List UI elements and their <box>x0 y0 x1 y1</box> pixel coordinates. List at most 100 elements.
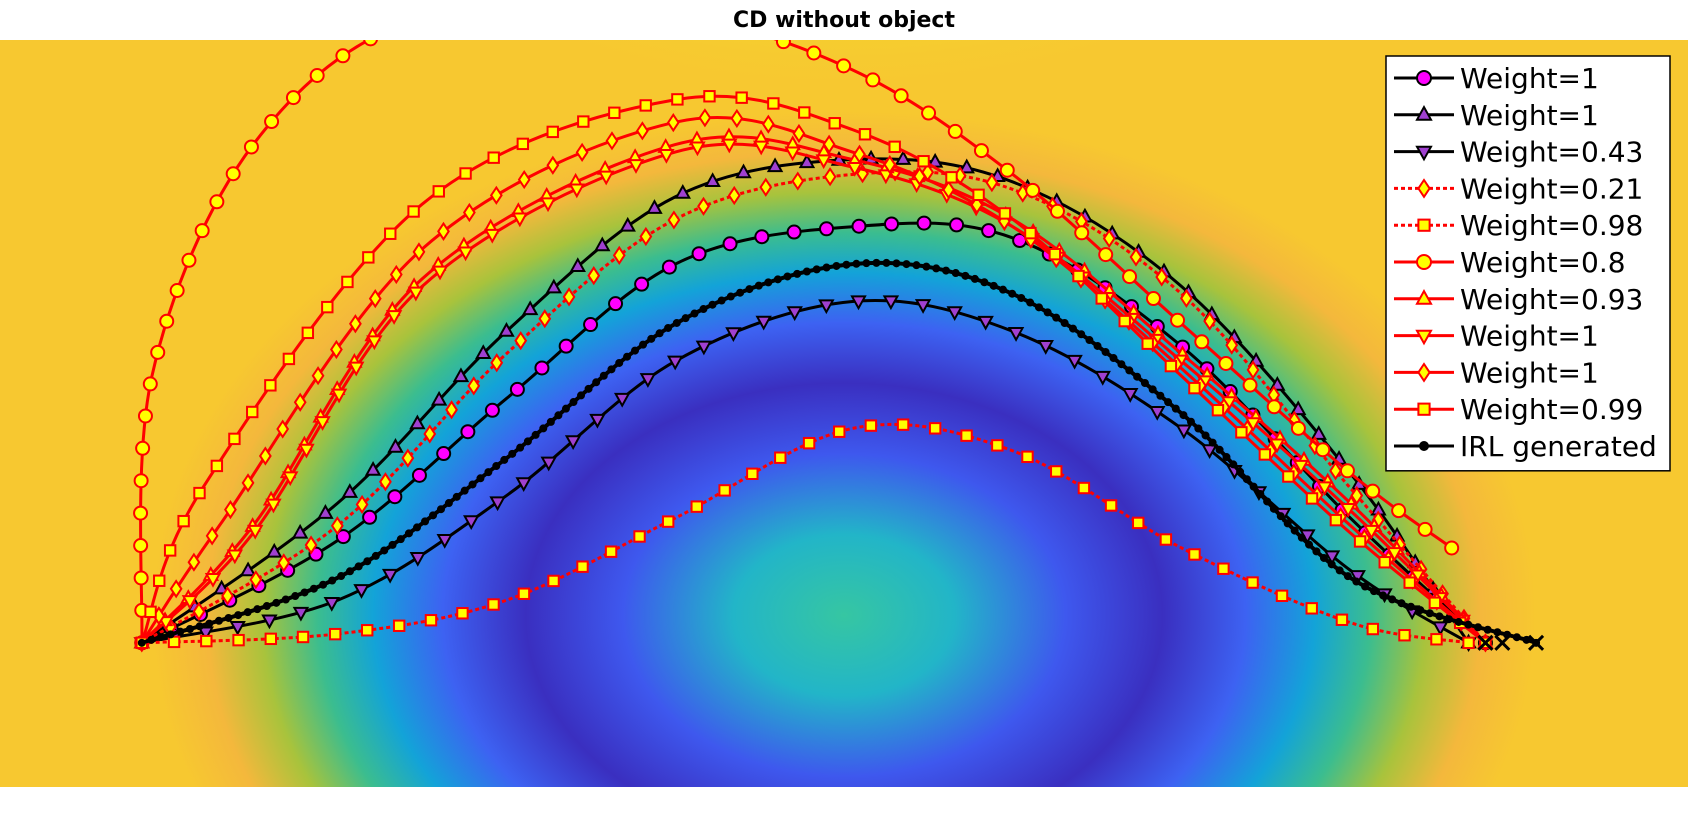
data-point <box>291 592 300 601</box>
data-point <box>1085 336 1094 345</box>
data-point <box>1350 485 1364 506</box>
data-point <box>1397 599 1406 608</box>
data-point <box>1186 417 1195 426</box>
data-point <box>1297 533 1306 542</box>
data-point <box>846 161 863 177</box>
data-point <box>1315 442 1331 458</box>
data-point <box>445 400 458 420</box>
data-point <box>786 224 802 240</box>
data-point <box>584 384 593 393</box>
data-point <box>539 424 548 433</box>
data-point <box>362 509 378 525</box>
data-point <box>1432 621 1449 637</box>
legend-item: IRL generated <box>1394 430 1657 463</box>
data-point <box>1246 360 1260 380</box>
data-point <box>945 171 958 184</box>
data-point <box>973 143 989 159</box>
legend-marker <box>1416 70 1432 86</box>
data-point <box>735 163 752 179</box>
data-point <box>853 144 866 164</box>
data-point <box>281 595 290 604</box>
data-point <box>329 339 343 360</box>
data-point <box>1335 566 1344 575</box>
data-point <box>436 505 445 514</box>
data-point <box>200 634 213 648</box>
data-point <box>1339 463 1355 479</box>
data-point <box>468 480 477 489</box>
data-point <box>1208 438 1217 447</box>
chart-title: CD without object <box>733 8 955 33</box>
data-point <box>460 424 476 440</box>
data-point <box>658 149 675 164</box>
data-point <box>463 515 480 531</box>
data-point <box>311 366 325 386</box>
data-point <box>363 557 372 566</box>
series-layer <box>133 40 1545 653</box>
data-point <box>366 335 383 351</box>
data-point <box>822 263 831 272</box>
data-point <box>893 88 909 104</box>
data-point <box>735 91 748 104</box>
data-point <box>1391 503 1407 519</box>
legend-label: Weight=0.93 <box>1460 283 1643 316</box>
data-point <box>546 417 555 426</box>
data-point <box>489 185 503 205</box>
data-point <box>1156 391 1165 400</box>
data-point <box>1194 334 1210 350</box>
data-point <box>736 288 745 297</box>
data-point <box>314 416 331 431</box>
data-point <box>452 492 461 501</box>
data-point <box>205 619 214 628</box>
data-point <box>1095 292 1108 305</box>
data-point <box>589 413 606 429</box>
data-point <box>1268 438 1286 454</box>
legend-label: Weight=0.98 <box>1460 209 1643 242</box>
data-point <box>133 570 149 586</box>
data-point <box>330 388 348 404</box>
data-point <box>387 438 404 453</box>
data-point <box>234 611 243 620</box>
data-point <box>664 323 673 332</box>
data-point <box>1133 372 1142 381</box>
data-point <box>1263 497 1272 506</box>
data-point <box>806 45 822 61</box>
data-point <box>1305 492 1319 505</box>
data-point <box>459 167 472 180</box>
data-point <box>698 108 712 128</box>
data-point <box>722 236 738 252</box>
data-point <box>262 602 271 611</box>
data-point <box>508 449 517 458</box>
data-point <box>754 229 770 245</box>
data-point <box>928 422 942 435</box>
data-point <box>396 535 405 544</box>
data-point <box>1129 247 1143 267</box>
data-point <box>1008 289 1017 298</box>
data-point <box>961 271 970 280</box>
data-point <box>345 567 354 576</box>
data-point <box>1060 319 1069 328</box>
data-point <box>298 443 315 459</box>
data-point <box>296 630 310 644</box>
data-point <box>691 246 707 262</box>
legend-marker <box>1417 218 1431 232</box>
data-point <box>224 500 237 520</box>
data-point <box>852 259 861 268</box>
data-point <box>695 340 713 356</box>
data-point <box>144 605 157 619</box>
data-point <box>517 169 531 190</box>
data-point <box>462 202 476 223</box>
goal-markers <box>1477 634 1545 651</box>
legend-item: Weight=0.93 <box>1394 283 1643 316</box>
data-point <box>1430 633 1443 646</box>
data-point <box>1483 625 1492 634</box>
data-point <box>387 489 403 505</box>
legend-marker <box>1415 145 1433 162</box>
data-point <box>363 40 378 47</box>
data-point <box>558 338 574 354</box>
data-point <box>577 115 590 128</box>
data-point <box>832 261 841 270</box>
data-point <box>775 40 791 50</box>
data-point <box>133 505 149 521</box>
data-point <box>444 499 453 508</box>
data-point <box>368 289 382 309</box>
